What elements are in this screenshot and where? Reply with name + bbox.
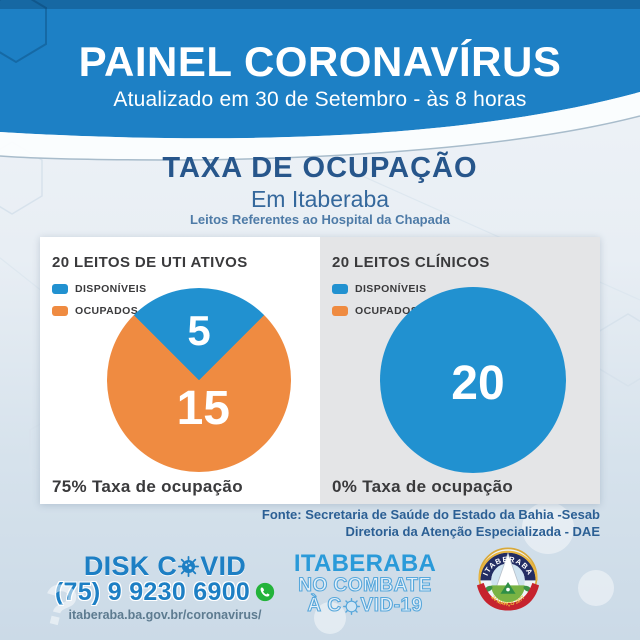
uti-available-value: 5 — [187, 307, 211, 354]
legend-label-disponiveis: DISPONÍVEIS — [355, 283, 427, 295]
source-line-1: Fonte: Secretaria de Saúde do Estado da … — [261, 507, 600, 522]
legend-label-disponiveis: DISPONÍVEIS — [75, 283, 147, 295]
legend-chip-disponiveis — [52, 284, 68, 294]
disk-covid-block: DISK C VID (75) 9 9230 6900 itaberaba — [25, 553, 305, 622]
occupancy-cards: 20 LEITOS DE UTI ATIVOS DISPONÍVEIS OCUP… — [40, 237, 600, 504]
legend-item-disponiveis: DISPONÍVEIS — [332, 281, 427, 297]
disk-covid-suffix: VID — [200, 551, 247, 581]
campaign-line3-prefix: À C — [307, 595, 342, 616]
uti-card: 20 LEITOS DE UTI ATIVOS DISPONÍVEIS OCUP… — [40, 237, 320, 504]
legend-label-ocupados: OCUPADOS — [75, 305, 139, 317]
campaign-city: ITABERABA — [293, 550, 437, 577]
uti-card-title: 20 LEITOS DE UTI ATIVOS — [52, 254, 248, 271]
clinicos-occupancy-rate: 0% Taxa de ocupação — [332, 477, 514, 496]
clinicos-card-title: 20 LEITOS CLÍNICOS — [332, 254, 490, 271]
website-url[interactable]: itaberaba.ba.gov.br/coronavirus/ — [68, 608, 262, 622]
legend-chip-ocupados — [52, 306, 68, 316]
virus-icon — [178, 555, 200, 577]
campaign-block: ITABERABA NO COMBATE À C VID-19 — [285, 551, 445, 616]
uti-legend: DISPONÍVEIS OCUPADOS — [52, 281, 147, 325]
legend-item-ocupados: OCUPADOS — [332, 303, 427, 319]
clinicos-legend: DISPONÍVEIS OCUPADOS — [332, 281, 427, 325]
campaign-line-2: NO COMBATE — [298, 575, 432, 596]
clinicos-available-value: 20 — [451, 357, 505, 410]
section-subtitle: Em Itaberaba — [250, 186, 390, 212]
legend-item-ocupados: OCUPADOS — [52, 303, 147, 319]
uti-pie: 5 15 — [107, 288, 291, 472]
section-note: Leitos Referentes ao Hospital da Chapada — [189, 212, 451, 227]
last-updated: Atualizado em 30 de Setembro - às 8 hora… — [113, 88, 527, 111]
uti-occupancy-rate: 75% Taxa de ocupação — [52, 477, 243, 496]
legend-item-disponiveis: DISPONÍVEIS — [52, 281, 147, 297]
phone-number[interactable]: (75) 9 9230 6900 — [54, 578, 251, 606]
campaign-line-3: À C VID-19 — [285, 595, 445, 616]
data-source: Fonte: Secretaria de Saúde do Estado da … — [200, 506, 600, 540]
whatsapp-icon[interactable] — [255, 582, 275, 602]
page-title: PAINEL CORONAVÍRUS — [78, 38, 562, 85]
virus-icon — [342, 597, 360, 615]
disk-covid-phone-row: (75) 9 9230 6900 — [25, 579, 305, 605]
campaign-line3-suffix: VID-19 — [360, 595, 423, 616]
legend-chip-disponiveis — [332, 284, 348, 294]
uti-occupied-value: 15 — [176, 382, 230, 435]
itaberaba-coat-of-arms: ITABERABA 24 MARÇO 1877 — [476, 547, 540, 611]
header-wave — [0, 0, 640, 161]
legend-chip-ocupados — [332, 306, 348, 316]
section-title: TAXA DE OCUPAÇÃO — [162, 152, 478, 184]
source-line-2: Diretoria da Atenção Especializada - DAE — [345, 524, 600, 539]
disk-covid-title: DISK C VID — [25, 551, 305, 581]
clinicos-card: 20 LEITOS CLÍNICOS DISPONÍVEIS OCUPADOS … — [320, 237, 600, 504]
clinicos-pie: 20 — [380, 287, 566, 473]
disk-covid-prefix: DISK C — [83, 551, 178, 581]
legend-label-ocupados: OCUPADOS — [355, 305, 419, 317]
